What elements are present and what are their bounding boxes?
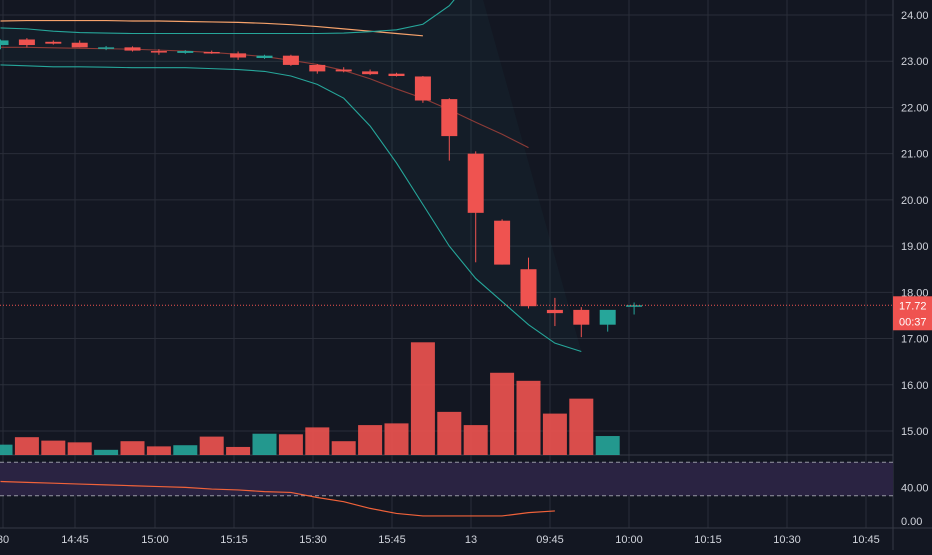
rsi-tick-label: 40.00	[901, 482, 929, 494]
rsi-tick-label: 0.00	[901, 516, 922, 528]
x-tick-label: 15:30	[299, 534, 327, 546]
x-tick-label: 15:00	[141, 534, 169, 546]
y-tick-label: 17.00	[901, 334, 929, 346]
x-tick-label: 10:30	[773, 534, 801, 546]
volume-bar	[0, 444, 13, 455]
y-tick-label: 16.00	[901, 380, 929, 392]
volume-bar	[331, 441, 356, 455]
volume-bar	[173, 445, 198, 455]
x-tick-label: 14:45	[61, 534, 89, 546]
volume-bar	[384, 423, 409, 455]
volume-bar	[146, 446, 171, 455]
candle-body[interactable]	[18, 39, 35, 46]
y-tick-label: 21.00	[901, 149, 929, 161]
volume-bar	[94, 449, 119, 455]
x-tick-label: 10:00	[615, 534, 643, 546]
volume-bar	[41, 440, 66, 455]
last-price-label: 17.72	[899, 300, 927, 312]
candle-body[interactable]	[0, 40, 9, 46]
x-tick-label: 15:15	[220, 534, 248, 546]
candle-body[interactable]	[494, 220, 511, 265]
bollinger-lower-line	[0, 64, 582, 353]
candle-body[interactable]	[599, 309, 616, 325]
volume-bar	[278, 434, 303, 455]
x-tick-label: 10:15	[694, 534, 722, 546]
x-tick-label: 10:45	[852, 534, 880, 546]
candle-body[interactable]	[282, 55, 299, 65]
y-tick-label: 20.00	[901, 195, 929, 207]
volume-bar	[67, 442, 92, 455]
candle-body[interactable]	[71, 42, 88, 48]
candle-body[interactable]	[203, 51, 220, 54]
candle-body[interactable]	[626, 305, 643, 307]
y-tick-label: 19.00	[901, 241, 929, 253]
x-tick-label: 09:45	[536, 534, 564, 546]
x-tick-label: 13	[465, 534, 477, 546]
bollinger-fill	[0, 0, 582, 352]
volume-bar	[595, 436, 620, 455]
volume-bar	[226, 446, 251, 455]
volume-bar	[120, 441, 145, 455]
y-tick-label: 23.00	[901, 56, 929, 68]
candle-body[interactable]	[45, 41, 62, 44]
rsi-line	[0, 480, 555, 517]
volume-bar	[463, 425, 488, 455]
volume-bar	[542, 413, 567, 455]
volume-bar	[199, 436, 224, 455]
bollinger-upper-line	[0, 0, 455, 35]
volume-bar	[305, 427, 330, 455]
candle-body[interactable]	[362, 71, 379, 75]
y-tick-label: 15.00	[901, 426, 929, 438]
volume-bar	[410, 342, 435, 455]
volume-bar	[569, 398, 594, 455]
candle-body[interactable]	[150, 51, 167, 53]
candle-body[interactable]	[520, 269, 537, 307]
candle-body[interactable]	[414, 76, 431, 101]
moving-average-line	[0, 19, 423, 37]
x-tick-label: 15:45	[378, 534, 406, 546]
countdown-label: 00:37	[899, 316, 927, 328]
candle-body[interactable]	[467, 153, 484, 213]
candle-body[interactable]	[546, 309, 563, 314]
volume-bar	[437, 411, 462, 455]
x-tick-label: 30	[0, 534, 9, 546]
candle-body[interactable]	[573, 309, 590, 325]
candle-body[interactable]	[309, 64, 326, 72]
candle-body[interactable]	[441, 99, 458, 137]
volume-bar	[252, 433, 277, 455]
last-price-tag	[893, 296, 932, 331]
candle-body[interactable]	[388, 73, 405, 77]
candle-body[interactable]	[256, 55, 273, 58]
candle-body[interactable]	[230, 53, 247, 58]
volume-bar	[516, 380, 541, 455]
volume-bar	[14, 437, 39, 455]
candle-body[interactable]	[335, 69, 352, 72]
candle-body[interactable]	[98, 47, 115, 49]
rsi-band-fill	[0, 462, 893, 496]
candle-body[interactable]	[124, 47, 141, 51]
y-tick-label: 22.00	[901, 102, 929, 114]
y-tick-label: 24.00	[901, 10, 929, 22]
volume-bar	[358, 425, 383, 455]
volume-bar	[490, 372, 515, 455]
candle-body[interactable]	[177, 51, 194, 53]
